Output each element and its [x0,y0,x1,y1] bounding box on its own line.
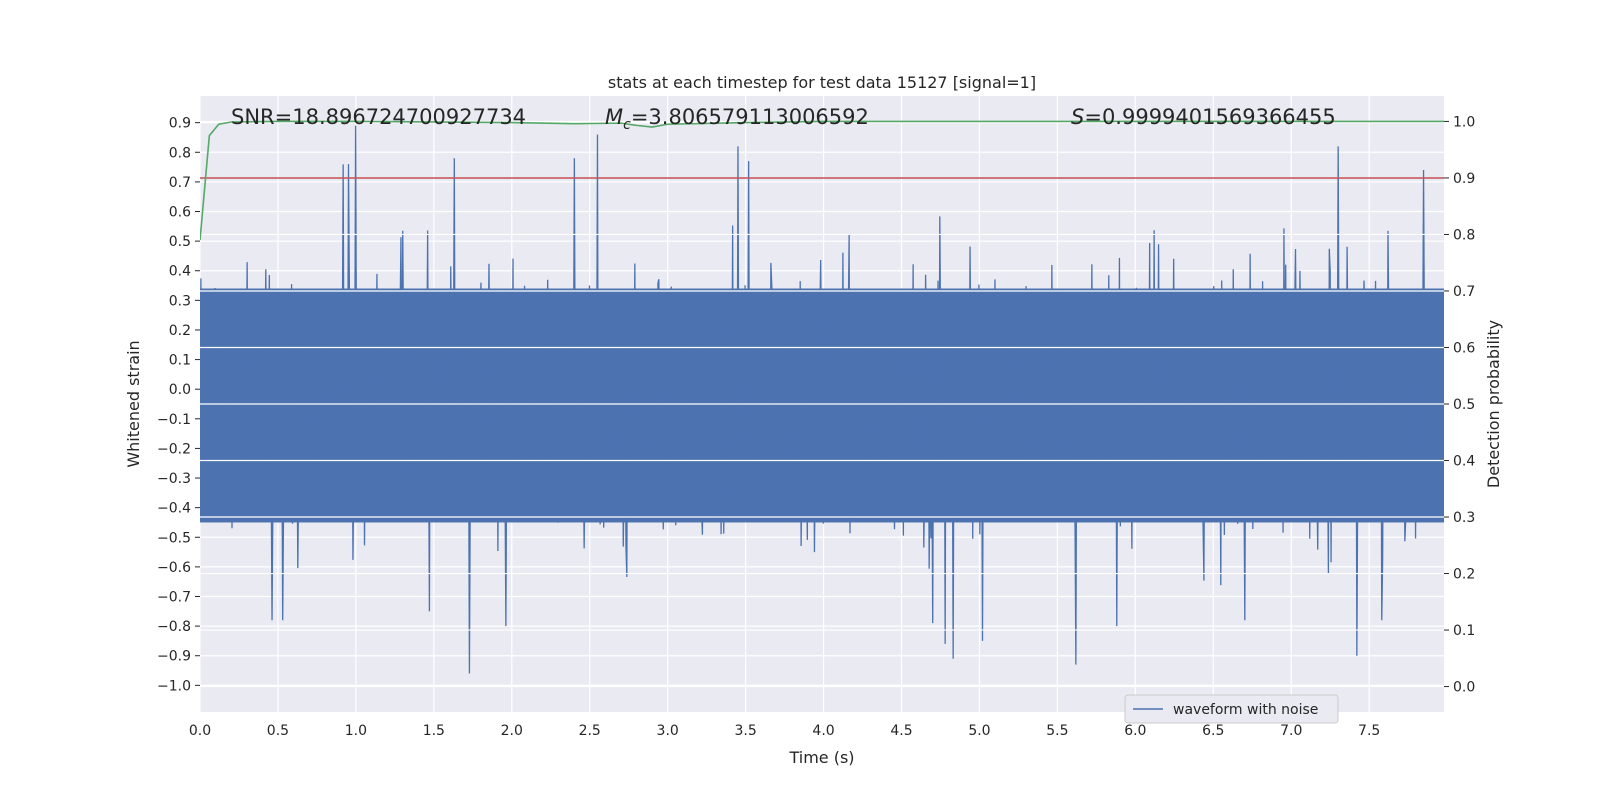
x-tick-label: 7.5 [1358,723,1380,739]
chart-title: stats at each timestep for test data 151… [608,73,1036,92]
legend-box [1124,694,1339,724]
right-y-tick-label: 0.2 [1453,567,1475,583]
x-tick-label: 5.0 [968,723,990,739]
right-y-tick-label: 0.9 [1453,171,1475,187]
x-tick-label: 4.5 [890,723,912,739]
snr-annotation: SNR=18.896724700927734 [231,105,526,129]
x-tick-label: 2.0 [501,723,523,739]
y-tick-label: −0.1 [157,412,191,428]
right-y-tick-label: 0.6 [1453,340,1475,356]
waveform-series [200,125,1444,674]
y-tick-label: −0.4 [157,501,191,517]
x-tick-label: 0.5 [267,723,289,739]
x-tick-label: 5.5 [1046,723,1068,739]
legend: waveform with noise [1124,694,1339,724]
score-value: =0.9999401569366455 [1084,105,1335,129]
chirp-mass-annotation: Mc=3.806579113006592 [605,105,869,133]
x-tick-label: 2.5 [579,723,601,739]
y-tick-label: −0.6 [157,560,191,576]
y-tick-label: −0.2 [157,441,191,457]
chirp-mass-subscript: c [623,117,631,133]
score-symbol: S [1071,105,1084,129]
chirp-mass-symbol: M [605,105,623,129]
probability-line [200,120,1444,241]
left-y-axis-ticks: 0.9 0.8 0.7 0.6 0.5 0.4 0.3 0.2 0.1 0.0 −0.1 −0.2 −0… [157,116,200,694]
y-tick-label: 0.0 [169,382,191,398]
y-tick-label: 0.5 [169,234,191,250]
plot-area [199,96,1444,712]
right-y-axis-label: Detection probability [1484,320,1503,488]
x-axis-label: Time (s) [788,748,854,767]
y-tick-label: 0.2 [169,323,191,339]
right-y-tick-label: 0.4 [1453,454,1475,470]
x-tick-label: 4.0 [812,723,834,739]
x-tick-label: 1.5 [423,723,445,739]
x-tick-label: 6.5 [1202,723,1224,739]
x-tick-label: 3.0 [657,723,679,739]
x-tick-label: 0.0 [189,723,211,739]
right-y-tick-label: 0.7 [1453,284,1475,300]
y-tick-label: 0.7 [169,175,191,191]
y-tick-label: 0.6 [169,205,191,221]
y-tick-label: 0.1 [169,353,191,369]
x-tick-label: 3.5 [734,723,756,739]
y-tick-label: −0.8 [157,619,191,635]
y-tick-label: −0.7 [157,590,191,606]
y-tick-label: 0.4 [169,264,191,280]
score-annotation: S=0.9999401569366455 [1071,105,1336,129]
y-tick-label: −0.5 [157,530,191,546]
chirp-mass-value: =3.806579113006592 [631,105,869,129]
y-tick-label: 0.8 [169,145,191,161]
right-y-tick-label: 0.1 [1453,623,1475,639]
x-tick-label: 7.0 [1280,723,1302,739]
x-tick-label: 6.0 [1124,723,1146,739]
y-tick-label: 0.9 [169,116,191,132]
right-y-tick-label: 0.3 [1453,510,1475,526]
right-y-tick-label: 0.8 [1453,227,1475,243]
right-y-tick-label: 0.5 [1453,397,1475,413]
right-y-axis-ticks: 1.0 0.9 0.8 0.7 0.6 0.5 0.4 0.3 0.2 0.1 0.0 [1444,114,1475,696]
y-tick-label: −0.3 [157,471,191,487]
x-axis-ticks: 0.0 0.5 1.0 1.5 2.0 2.5 3.0 3.5 4.0 4.5 5.0 5.5 6.0 6… [189,723,1380,739]
right-y-tick-label: 0.0 [1453,680,1475,696]
y-tick-label: −0.9 [157,649,191,665]
x-tick-label: 1.0 [345,723,367,739]
legend-waveform-label: waveform with noise [1173,702,1318,718]
probability-series [200,120,1444,241]
left-y-axis-label: Whitened strain [124,340,143,467]
y-tick-label: −1.0 [157,678,191,694]
right-y-tick-label: 1.0 [1453,114,1475,130]
y-tick-label: 0.3 [169,293,191,309]
